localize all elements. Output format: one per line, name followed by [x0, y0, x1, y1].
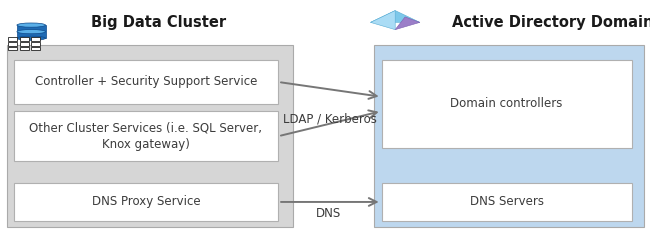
Text: DNS Servers: DNS Servers — [470, 196, 543, 208]
Polygon shape — [370, 11, 420, 22]
Text: DNS: DNS — [316, 207, 341, 220]
Ellipse shape — [17, 30, 46, 34]
FancyBboxPatch shape — [31, 42, 40, 46]
FancyBboxPatch shape — [8, 37, 17, 41]
Polygon shape — [370, 11, 395, 30]
FancyBboxPatch shape — [8, 47, 17, 50]
Text: Controller + Security Support Service: Controller + Security Support Service — [34, 75, 257, 88]
FancyBboxPatch shape — [14, 111, 278, 161]
FancyBboxPatch shape — [20, 47, 29, 50]
Text: Other Cluster Services (i.e. SQL Server,
Knox gateway): Other Cluster Services (i.e. SQL Server,… — [29, 121, 263, 151]
FancyBboxPatch shape — [6, 45, 292, 227]
FancyBboxPatch shape — [31, 37, 40, 41]
Text: DNS Proxy Service: DNS Proxy Service — [92, 196, 200, 208]
Text: Domain controllers: Domain controllers — [450, 98, 563, 110]
FancyBboxPatch shape — [14, 60, 278, 104]
FancyBboxPatch shape — [17, 25, 46, 38]
FancyBboxPatch shape — [20, 42, 29, 46]
FancyBboxPatch shape — [14, 183, 278, 221]
FancyBboxPatch shape — [382, 183, 632, 221]
FancyBboxPatch shape — [8, 42, 17, 46]
Ellipse shape — [17, 36, 46, 40]
Polygon shape — [395, 17, 420, 30]
FancyBboxPatch shape — [374, 45, 644, 227]
Text: Big Data Cluster: Big Data Cluster — [91, 15, 226, 30]
FancyBboxPatch shape — [31, 47, 40, 50]
Text: LDAP / Kerberos: LDAP / Kerberos — [283, 113, 376, 126]
FancyBboxPatch shape — [382, 60, 632, 148]
FancyBboxPatch shape — [20, 37, 29, 41]
Text: Active Directory Domain: Active Directory Domain — [452, 15, 650, 30]
Ellipse shape — [17, 23, 46, 27]
